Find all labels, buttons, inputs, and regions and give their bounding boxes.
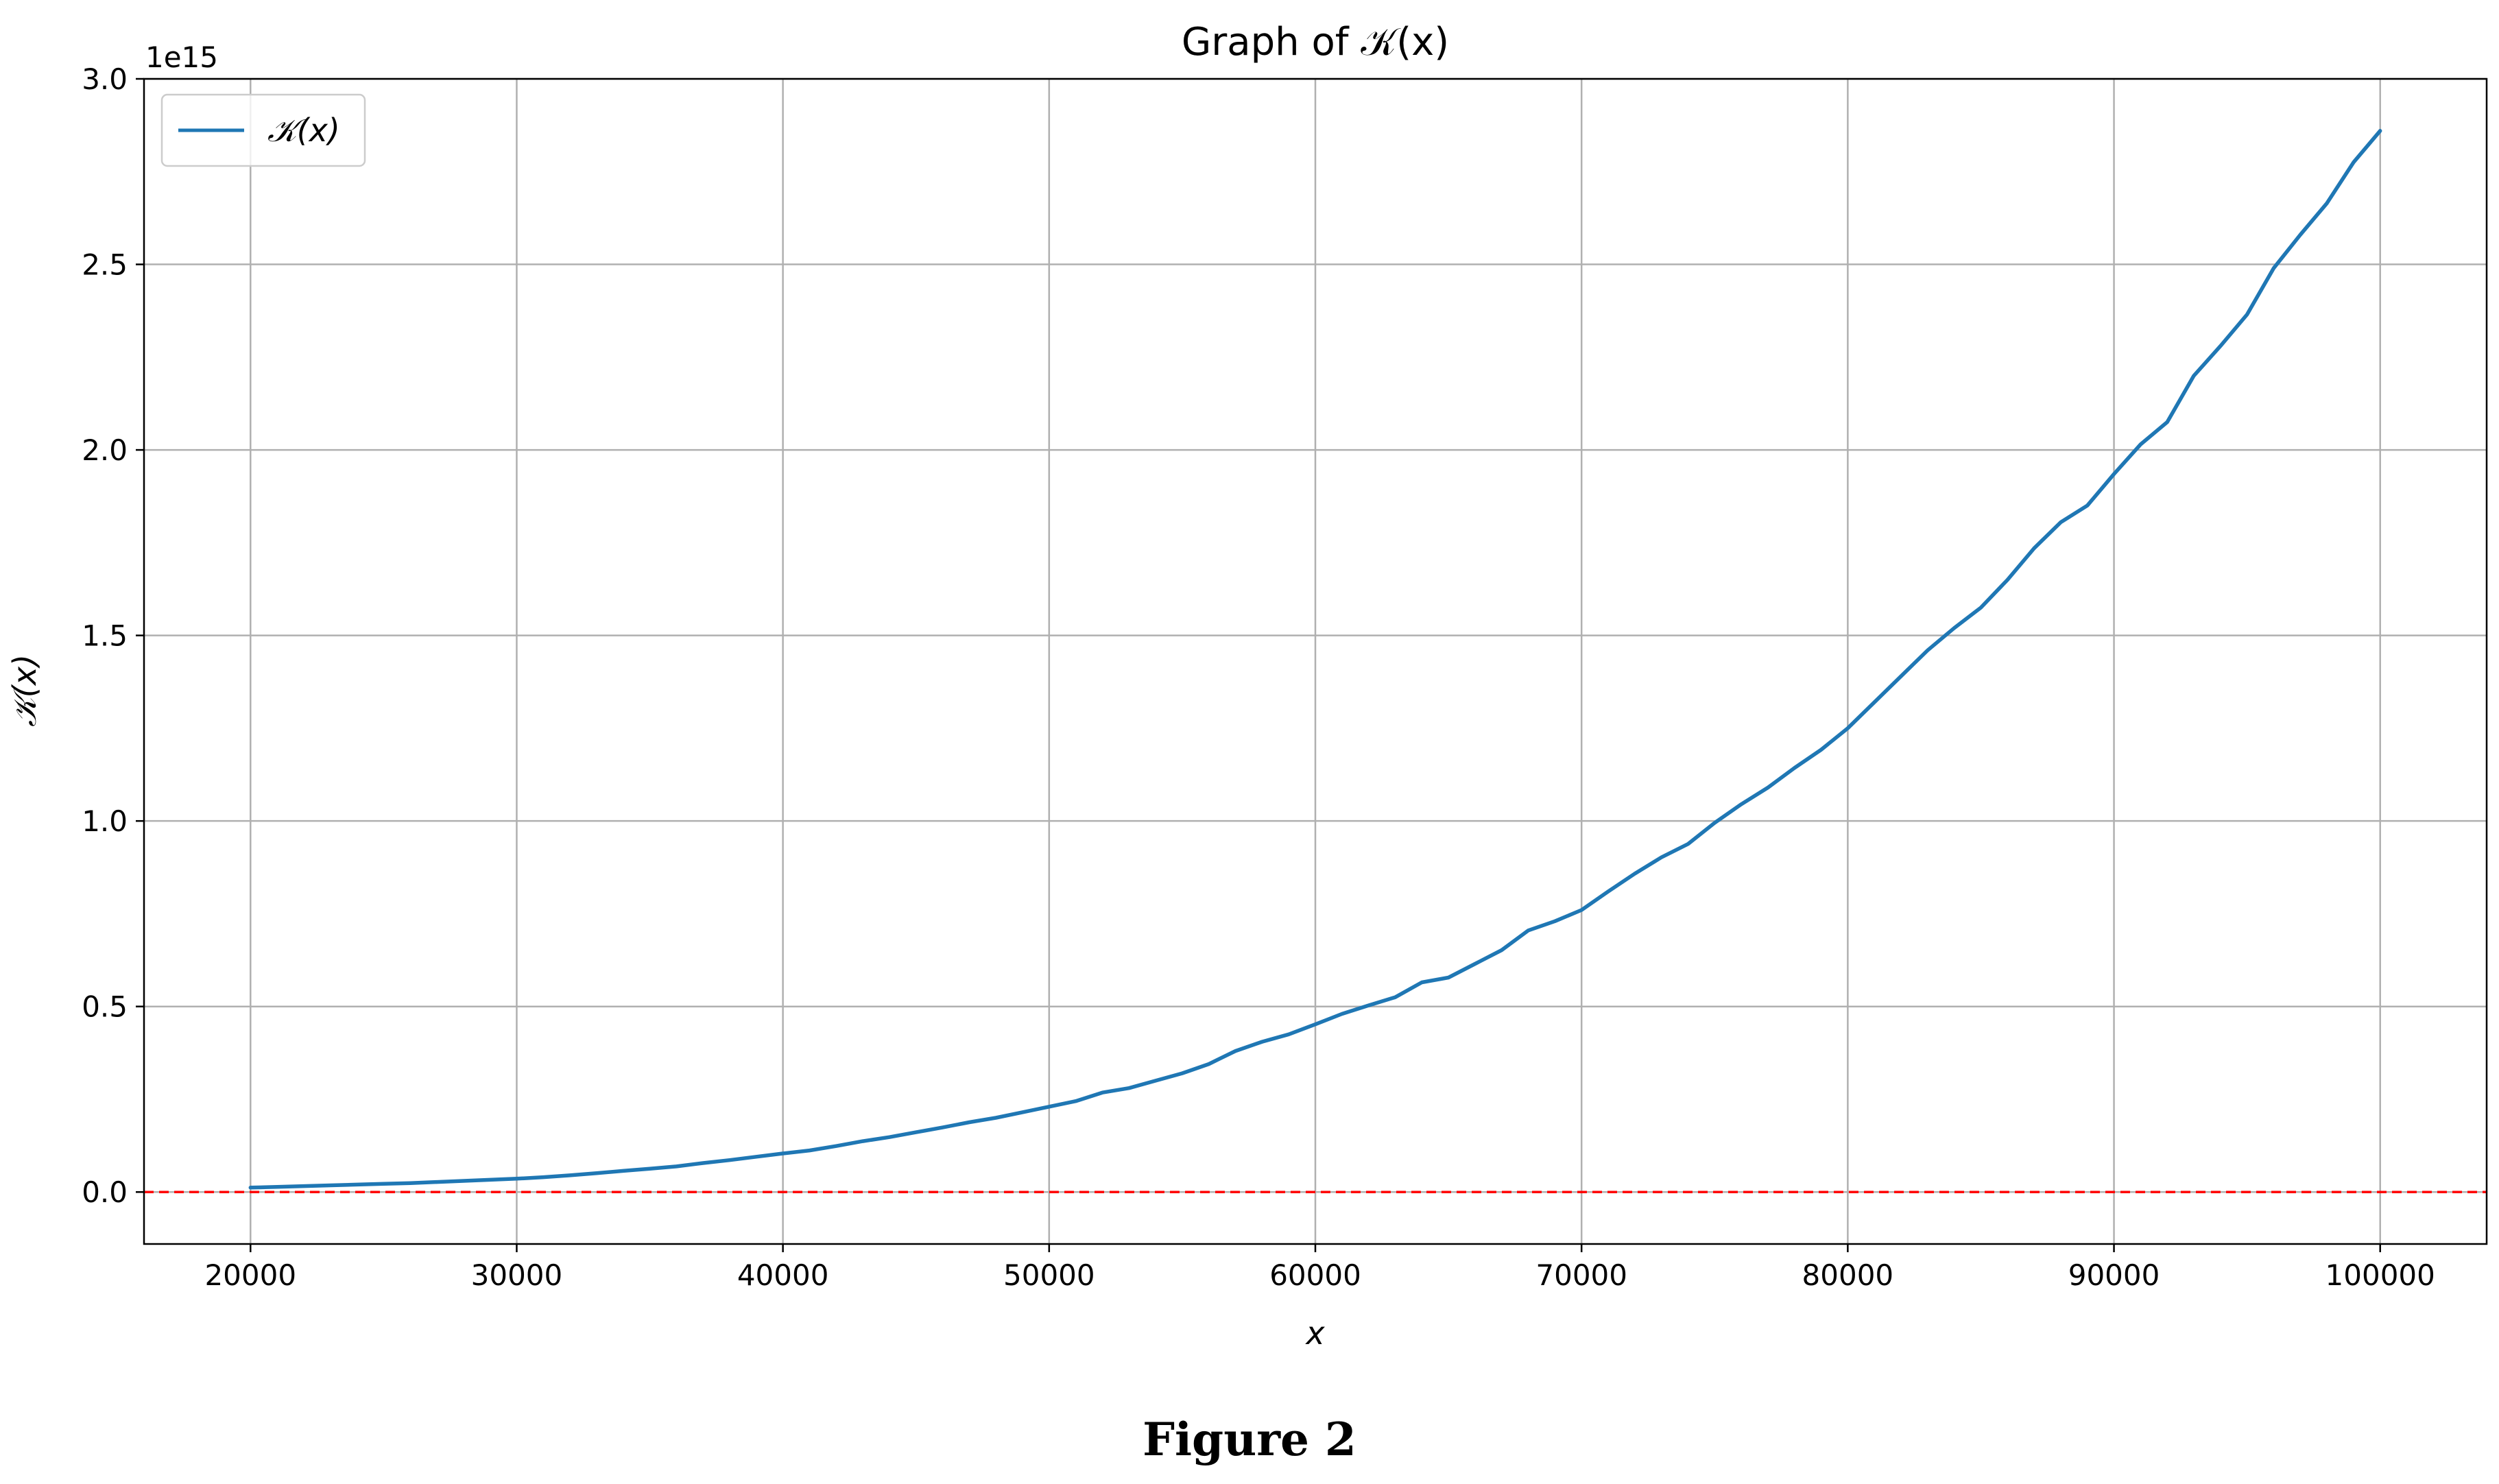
y-tick-label: 2.5 xyxy=(82,248,128,282)
series-line xyxy=(248,129,2382,1190)
x-tick-label: 90000 xyxy=(2068,1258,2160,1292)
x-tick-label: 30000 xyxy=(471,1258,563,1292)
x-tick-label: 40000 xyxy=(737,1258,829,1292)
x-tick-label: 70000 xyxy=(1535,1258,1627,1292)
x-tick-label: 20000 xyxy=(204,1258,296,1292)
figure-caption: Figure 2 xyxy=(1143,1413,1356,1466)
x-tick-label: 50000 xyxy=(1003,1258,1095,1292)
x-tick-label: 100000 xyxy=(2325,1258,2435,1292)
legend-box xyxy=(160,93,366,167)
legend: 𝒦(x) xyxy=(160,93,366,167)
y-offset-label: 1e15 xyxy=(145,40,218,74)
x-axis-label: x xyxy=(1304,1315,1325,1352)
x-tick-label: 60000 xyxy=(1269,1258,1361,1292)
chart-title: Graph of 𝒦(x) xyxy=(1182,20,1449,64)
y-ticks: 0.0 0.5 1.0 1.5 2.0 2.5 3.0 xyxy=(82,62,144,1209)
y-tick-label: 1.5 xyxy=(82,619,128,653)
y-tick-label: 0.0 xyxy=(82,1175,128,1209)
series-layer xyxy=(248,129,2382,1190)
y-tick-label: 0.5 xyxy=(82,990,128,1024)
y-tick-label: 1.0 xyxy=(82,804,128,838)
x-ticks: 20000 30000 40000 50000 60000 70000 80000 90000… xyxy=(204,1244,2435,1292)
y-tick-label: 2.0 xyxy=(82,433,128,467)
y-axis-label: 𝒦(x) xyxy=(6,654,43,727)
y-tick-label: 3.0 xyxy=(82,62,128,96)
legend-label: 𝒦(x) xyxy=(267,112,340,149)
x-tick-label: 80000 xyxy=(1802,1258,1894,1292)
